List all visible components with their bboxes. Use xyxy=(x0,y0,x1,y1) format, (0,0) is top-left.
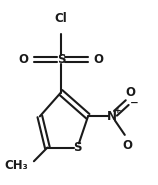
Text: O: O xyxy=(93,53,103,66)
Text: −: − xyxy=(130,98,139,108)
Text: S: S xyxy=(57,53,65,66)
Text: S: S xyxy=(73,141,82,154)
Text: O: O xyxy=(18,53,29,66)
Text: Cl: Cl xyxy=(55,12,67,26)
Text: CH₃: CH₃ xyxy=(5,159,29,172)
Text: O: O xyxy=(125,86,135,99)
Text: N: N xyxy=(107,110,117,123)
Text: O: O xyxy=(122,139,132,152)
Text: +: + xyxy=(114,106,122,115)
